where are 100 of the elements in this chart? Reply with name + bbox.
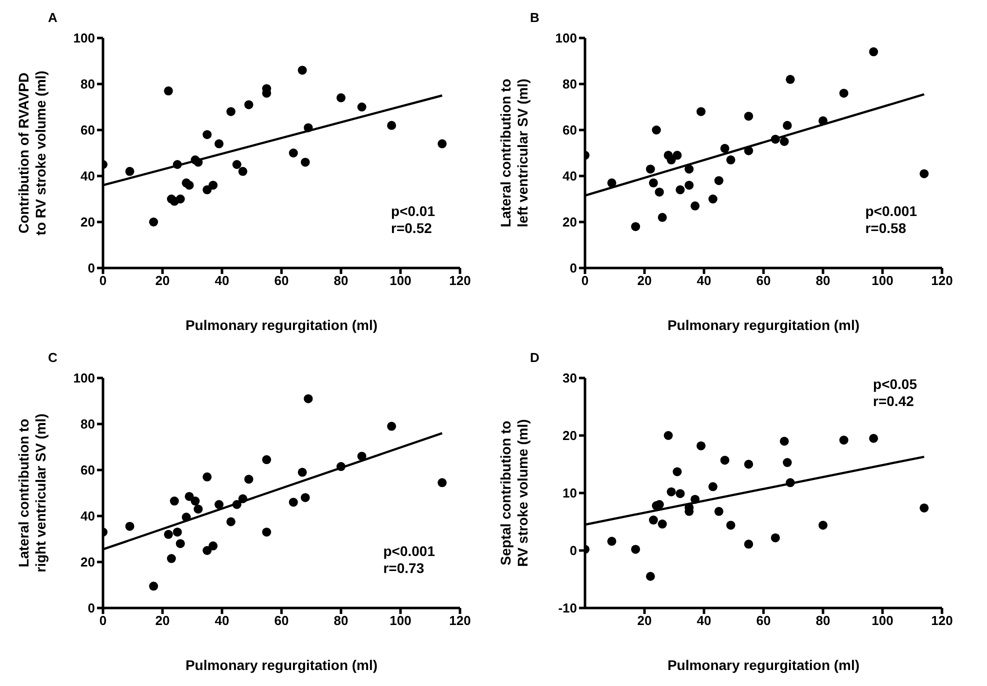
point	[672, 150, 682, 160]
point	[744, 146, 754, 156]
y-tick-label: 20	[80, 554, 95, 570]
y-tick-label: -10	[558, 600, 577, 616]
point	[658, 212, 667, 222]
point	[869, 434, 878, 443]
annotation: r=0.58	[865, 220, 908, 237]
annotation: p<0.01	[391, 203, 435, 220]
x-tick-label: 0	[99, 613, 107, 628]
point	[298, 468, 307, 477]
y-tick-label: 20	[562, 428, 577, 444]
y-tick-label: 20	[80, 214, 95, 230]
point	[646, 164, 655, 174]
point	[690, 201, 700, 210]
x-tick-label: 20	[637, 273, 652, 288]
x-tick-label: 120	[931, 273, 953, 288]
point	[607, 178, 616, 188]
annotation: p<0.001	[383, 543, 435, 560]
y-axis-title: Contribution of RVAVPD to RV stroke volume (ml)	[16, 70, 48, 236]
x-axis-title: Pulmonary regurgitation (ml)	[667, 317, 860, 333]
point	[176, 194, 185, 204]
point	[387, 120, 396, 130]
point	[149, 218, 158, 226]
point	[125, 522, 134, 531]
point	[288, 148, 298, 158]
point	[607, 536, 616, 546]
point	[262, 528, 272, 537]
point	[631, 222, 640, 232]
annotation: p<0.001	[865, 203, 917, 220]
x-axis-title: Pulmonary regurgitation (ml)	[667, 657, 860, 673]
point	[869, 47, 878, 56]
point	[786, 74, 795, 84]
point	[696, 107, 706, 116]
point	[780, 137, 789, 146]
x-tick-label: 120	[449, 613, 471, 628]
y-tick-label: 40	[562, 168, 577, 184]
x-tick-label: 20	[637, 613, 652, 628]
y-tick-label: 60	[80, 462, 95, 478]
x-tick-label: 20	[155, 613, 170, 628]
point	[708, 482, 718, 492]
point	[176, 539, 185, 548]
point	[357, 102, 366, 112]
point	[164, 530, 173, 539]
y-axis-title: Lateral contribution to right ventricular SV (ml)	[16, 414, 48, 572]
point	[202, 472, 212, 482]
x-tick-label: 120	[931, 613, 953, 628]
point	[786, 478, 795, 488]
point	[672, 467, 682, 476]
point	[708, 194, 718, 204]
point	[214, 500, 224, 509]
y-tick-label: 40	[80, 508, 95, 524]
point	[780, 436, 789, 446]
x-axis-title: Pulmonary regurgitation (ml)	[185, 317, 378, 333]
point	[770, 134, 780, 144]
x-tick-label: 40	[214, 613, 230, 628]
point	[238, 166, 248, 176]
x-tick-label: 100	[390, 273, 412, 288]
point	[232, 160, 242, 169]
point	[202, 185, 212, 194]
point	[658, 520, 667, 529]
point	[288, 498, 298, 507]
x-tick-label: 0	[581, 273, 589, 288]
y-tick-label: 80	[562, 76, 577, 92]
y-tick-label: 80	[80, 416, 95, 432]
point	[666, 487, 676, 496]
y-tick-label: 20	[562, 214, 577, 230]
y-tick-label: 30	[562, 370, 577, 386]
x-tick-label: 60	[756, 273, 771, 288]
annotation: r=0.42	[873, 393, 915, 410]
point	[664, 431, 673, 440]
point	[202, 546, 212, 555]
point	[202, 130, 212, 140]
x-tick-label: 100	[872, 273, 894, 288]
point	[298, 66, 307, 75]
point	[214, 139, 224, 148]
point	[744, 460, 754, 469]
x-tick-label: 40	[696, 273, 712, 288]
point	[172, 160, 182, 169]
point	[676, 185, 685, 194]
chart-title: A	[48, 10, 58, 25]
x-tick-label: 40	[696, 613, 712, 628]
point	[646, 572, 655, 581]
x-tick-label: 100	[872, 613, 894, 628]
point	[696, 441, 706, 450]
point	[190, 496, 200, 506]
point	[184, 492, 194, 501]
annotation: r=0.52	[391, 220, 433, 237]
y-tick-label: 80	[80, 76, 95, 92]
y-axis-title: Lateral contribution to left ventricular SV (ml)	[498, 78, 530, 228]
point	[438, 478, 447, 488]
point	[648, 178, 658, 188]
point	[125, 166, 134, 176]
point	[726, 155, 736, 164]
y-tick-label: 0	[88, 600, 95, 616]
point	[300, 158, 310, 167]
point	[744, 540, 754, 549]
point	[164, 86, 173, 96]
x-tick-label: 60	[756, 613, 771, 628]
point	[714, 176, 724, 186]
chart-title: D	[530, 350, 540, 365]
